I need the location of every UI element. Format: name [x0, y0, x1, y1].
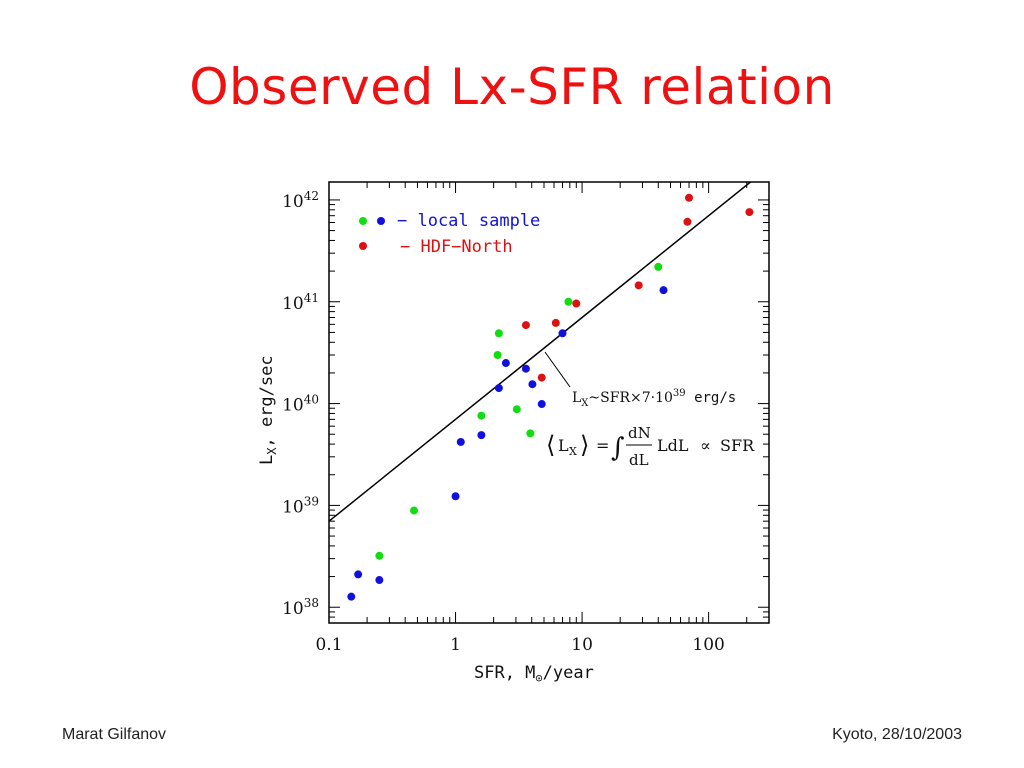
data-point-local-green	[564, 297, 573, 306]
formula-rhs: LdL	[657, 436, 689, 455]
data-point-local-blue	[558, 329, 567, 338]
data-point-local-blue	[521, 364, 530, 373]
legend-marker-blue	[377, 217, 385, 225]
y-tick-label: 1041	[282, 291, 319, 314]
data-point-local-green	[493, 350, 502, 359]
fit-line	[329, 182, 752, 522]
formula-denominator: dL	[629, 451, 649, 469]
data-point-hdf-red	[551, 318, 560, 327]
data-point-local-green	[494, 329, 503, 338]
data-point-local-blue	[659, 286, 668, 295]
data-point-local-green	[477, 411, 486, 420]
data-point-local-green	[526, 429, 535, 438]
data-point-local-blue	[501, 359, 510, 368]
data-point-local-blue	[456, 437, 465, 446]
legend-marker-red	[359, 242, 367, 250]
luminosity-integral-formula: ⟨ L X ⟩ = ∫ dN dL LdL ∝ SFR	[546, 424, 755, 469]
data-point-hdf-red	[745, 208, 754, 217]
formula-lhs: L	[558, 436, 569, 455]
x-tick-label: 100	[692, 635, 724, 655]
data-point-hdf-red	[683, 217, 692, 226]
footer-venue-date: Kyoto, 28/10/2003	[832, 726, 962, 743]
angle-bracket-right: ⟩	[580, 431, 589, 459]
relation-annotation: LX~SFR×7·1039 erg/s	[572, 388, 736, 409]
y-tick-label: 1042	[282, 189, 319, 212]
data-point-local-blue	[451, 492, 460, 501]
x-axis-label: SFR, M⊙/year	[474, 663, 594, 685]
data-point-hdf-red	[685, 193, 694, 202]
data-point-local-blue	[375, 576, 384, 585]
y-tick-label: 1039	[282, 494, 319, 517]
data-point-local-green	[654, 262, 663, 271]
legend: − local sample − HDF−North	[359, 211, 540, 257]
data-point-hdf-red	[521, 321, 530, 330]
data-point-local-blue	[494, 384, 503, 393]
data-point-local-blue	[477, 431, 486, 440]
data-point-local-blue	[347, 592, 356, 601]
angle-bracket-left: ⟨	[546, 431, 555, 459]
y-axis-label: LX, erg/sec	[257, 355, 279, 465]
annotation-leader	[544, 351, 571, 388]
data-point-hdf-red	[572, 299, 581, 308]
formula-lhs-sub: X	[569, 445, 577, 458]
lx-sfr-scatter-chart: 0.1 1 10 100 1038 1039 1040 1041 1042 − local sa…	[257, 181, 770, 685]
data-point-local-blue	[354, 570, 363, 579]
legend-marker-green	[359, 217, 367, 225]
proportional-sign: ∝	[700, 436, 711, 455]
y-tick-label: 1040	[282, 393, 319, 416]
formula-equals: =	[596, 436, 609, 455]
data-point-local-blue	[528, 380, 537, 389]
formula-numerator: dN	[628, 424, 651, 442]
footer-author: Marat Gilfanov	[62, 726, 167, 743]
legend-entry-local: − local sample	[397, 211, 540, 231]
data-point-local-green	[512, 405, 521, 414]
legend-entry-hdf: − HDF−North	[400, 237, 513, 257]
x-tick-label: 1	[450, 635, 461, 655]
data-point-local-blue	[537, 400, 546, 409]
data-point-hdf-red	[634, 281, 643, 290]
data-point-hdf-red	[537, 373, 546, 382]
data-point-local-green	[410, 506, 419, 515]
integral-sign: ∫	[611, 433, 625, 463]
data-point-local-green	[375, 551, 384, 560]
slide-title: Observed Lx-SFR relation	[189, 58, 835, 116]
plot-frame	[328, 181, 770, 624]
formula-tail: SFR	[720, 436, 755, 455]
y-tick-label: 1038	[282, 596, 319, 619]
x-tick-label: 0.1	[315, 635, 342, 655]
x-tick-label: 10	[571, 635, 593, 655]
